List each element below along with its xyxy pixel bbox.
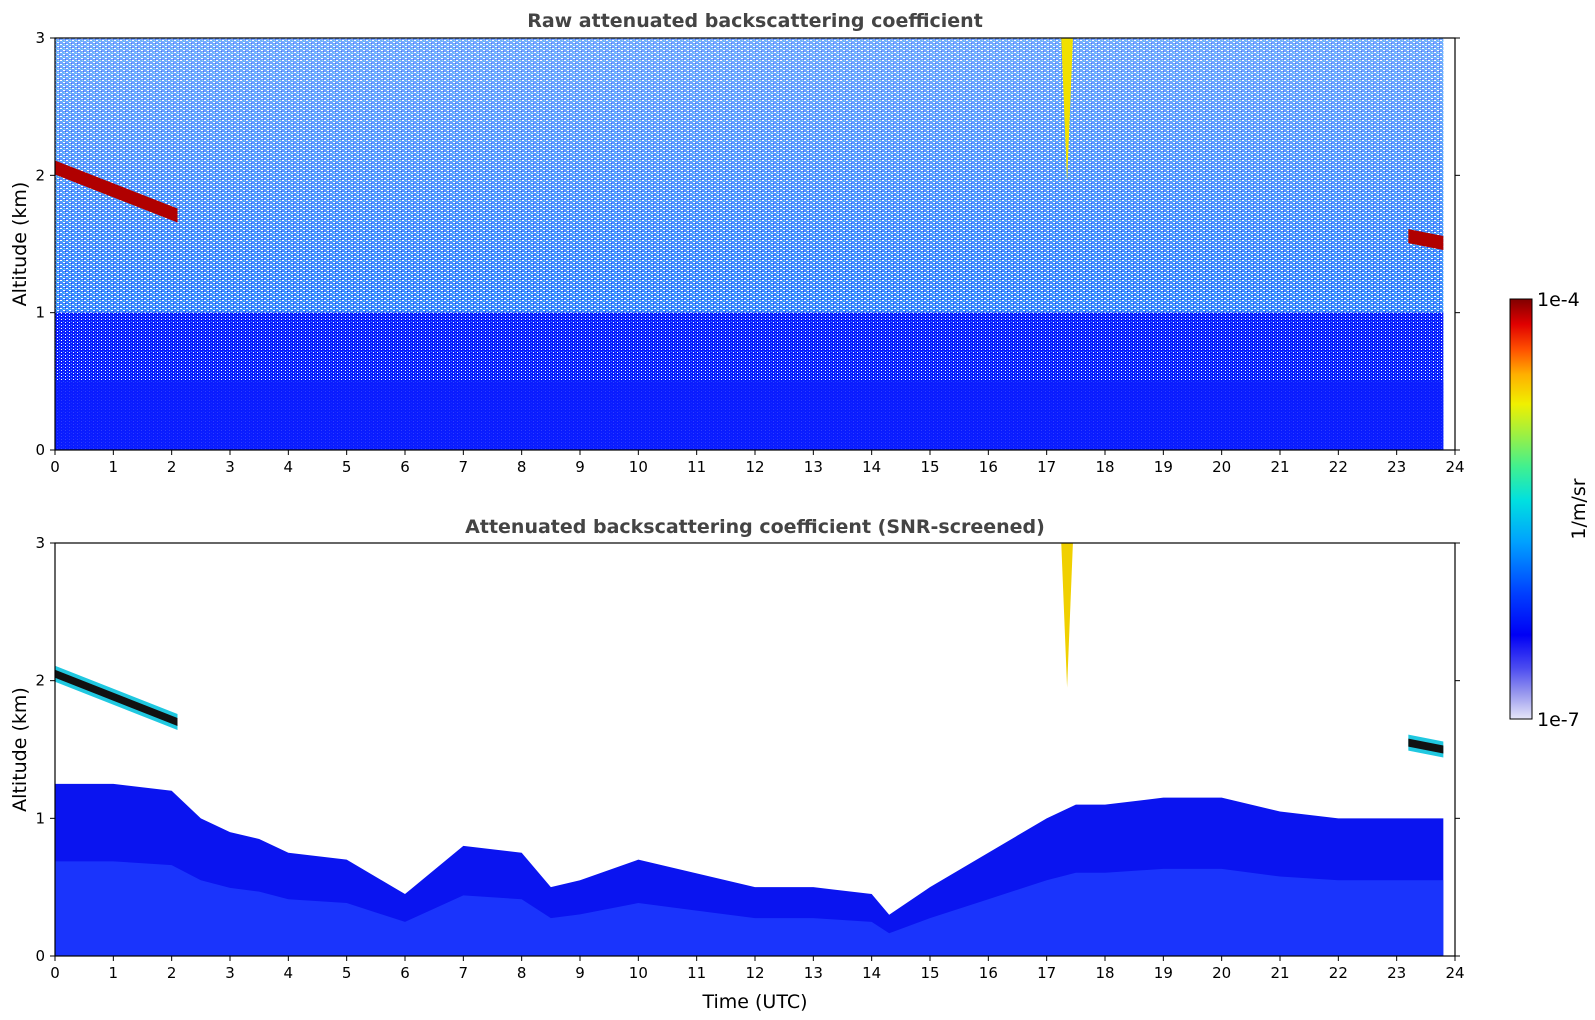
- colorbar: 1e-4 1e-7 1/m/sr: [1509, 289, 1590, 731]
- x-tick-label: 8: [517, 458, 527, 476]
- y-tick-label: 2: [35, 672, 45, 690]
- raw-backscatter-panel: Raw attenuated backscattering coefficien…: [9, 10, 1465, 476]
- x-tick-label: 8: [517, 964, 527, 982]
- cloud-layer: [1408, 229, 1444, 250]
- cloud-layer: [55, 160, 178, 223]
- x-tick-label: 12: [745, 964, 764, 982]
- y-axis-label: Altitude (km): [9, 687, 31, 812]
- x-tick-label: 15: [920, 458, 939, 476]
- x-tick-label: 24: [1445, 964, 1464, 982]
- x-tick-label: 2: [167, 458, 177, 476]
- x-tick-label: 6: [400, 458, 410, 476]
- x-tick-label: 10: [629, 964, 648, 982]
- x-tick-label: 4: [284, 964, 294, 982]
- x-tick-label: 24: [1445, 458, 1464, 476]
- colorbar-label: 1/m/sr: [1568, 478, 1590, 539]
- x-tick-label: 13: [804, 458, 823, 476]
- y-tick-label: 0: [35, 947, 45, 965]
- x-tick-label: 5: [342, 458, 352, 476]
- x-tick-label: 0: [50, 458, 60, 476]
- x-tick-label: 16: [979, 964, 998, 982]
- x-tick-label: 19: [1154, 964, 1173, 982]
- x-tick-label: 11: [687, 964, 706, 982]
- x-tick-label: 15: [920, 964, 939, 982]
- colorbar-min-label: 1e-7: [1537, 709, 1580, 731]
- x-tick-label: 13: [804, 964, 823, 982]
- panel-title: Attenuated backscattering coefficient (S…: [465, 516, 1045, 538]
- y-tick-label: 1: [35, 304, 45, 322]
- x-tick-label: 9: [575, 458, 585, 476]
- x-tick-label: 14: [862, 458, 881, 476]
- x-tick-label: 14: [862, 964, 881, 982]
- cloud-layer: [1408, 738, 1444, 754]
- x-axis: 0 1 2 3 4 5 6 7 8 9 10 11 12 13 14 15 16 17 18 19 20 21 22 23 24: [50, 956, 1465, 982]
- x-tick-label: 5: [342, 964, 352, 982]
- x-tick-label: 10: [629, 458, 648, 476]
- y-axis-label: Altitude (km): [9, 182, 31, 307]
- x-tick-label: 17: [1037, 458, 1056, 476]
- heatmap-image: [55, 38, 1444, 450]
- x-tick-label: 23: [1387, 964, 1406, 982]
- x-axis-label: Time (UTC): [701, 991, 807, 1013]
- cloud-column: [1061, 543, 1073, 688]
- x-tick-label: 3: [225, 964, 235, 982]
- x-tick-label: 21: [1270, 964, 1289, 982]
- y-tick-label: 3: [35, 29, 45, 47]
- x-tick-label: 18: [1095, 458, 1114, 476]
- aerosol-base: [55, 381, 1444, 450]
- x-tick-label: 1: [109, 458, 119, 476]
- x-tick-label: 0: [50, 964, 60, 982]
- x-tick-label: 7: [459, 458, 469, 476]
- colorbar-gradient: [1509, 298, 1533, 720]
- x-tick-label: 22: [1329, 964, 1348, 982]
- y-tick-label: 2: [35, 166, 45, 184]
- y-tick-label: 3: [35, 534, 45, 552]
- x-tick-label: 17: [1037, 964, 1056, 982]
- x-tick-label: 21: [1270, 458, 1289, 476]
- colorbar-max-label: 1e-4: [1537, 289, 1580, 311]
- y-tick-label: 1: [35, 809, 45, 827]
- x-tick-label: 22: [1329, 458, 1348, 476]
- x-tick-label: 3: [225, 458, 235, 476]
- cloud-layer: [55, 669, 178, 726]
- x-tick-label: 7: [459, 964, 469, 982]
- y-tick-label: 0: [35, 441, 45, 459]
- x-tick-label: 19: [1154, 458, 1173, 476]
- heatmap-image: [55, 543, 1444, 956]
- x-tick-label: 18: [1095, 964, 1114, 982]
- boundary-layer-core: [55, 861, 1444, 956]
- x-tick-label: 4: [284, 458, 294, 476]
- x-tick-label: 1: [109, 964, 119, 982]
- y-axis: 0 1 2 3: [35, 534, 1460, 965]
- x-tick-label: 20: [1212, 458, 1231, 476]
- y-axis: 0 1 2 3: [35, 29, 1460, 459]
- x-tick-label: 20: [1212, 964, 1231, 982]
- x-tick-label: 6: [400, 964, 410, 982]
- x-tick-label: 9: [575, 964, 585, 982]
- snr-screened-panel: Attenuated backscattering coefficient (S…: [9, 516, 1465, 1013]
- x-tick-label: 2: [167, 964, 177, 982]
- cloud-column: [1061, 38, 1073, 183]
- x-tick-label: 12: [745, 458, 764, 476]
- panel-title: Raw attenuated backscattering coefficien…: [527, 10, 983, 32]
- x-axis: 0 1 2 3 4 5 6 7 8 9 10 11 12 13 14 15 16 17 18 19 20 21 22 23 24: [50, 450, 1465, 476]
- x-tick-label: 11: [687, 458, 706, 476]
- x-tick-label: 16: [979, 458, 998, 476]
- x-tick-label: 23: [1387, 458, 1406, 476]
